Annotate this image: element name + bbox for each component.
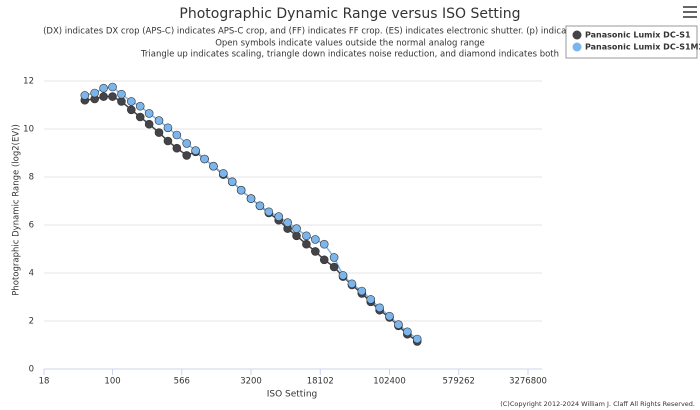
- credit: (C)Copyright 2012-2024 William J. Claff …: [500, 400, 695, 408]
- data-point: [117, 89, 126, 99]
- data-point: [403, 327, 412, 337]
- chart-title: Photographic Dynamic Range versus ISO Se…: [179, 6, 520, 22]
- legend-label: Panasonic Lumix DC-S1M2: [585, 43, 700, 52]
- menu-bar[interactable]: [683, 6, 697, 8]
- data-point: [108, 92, 117, 101]
- data-point: [394, 320, 403, 329]
- y-tick-label: 10: [23, 125, 34, 135]
- data-point: [347, 279, 357, 289]
- legend-box: [565, 25, 698, 59]
- data-point: [329, 262, 339, 272]
- data-point: [144, 119, 154, 129]
- data-point: [127, 105, 136, 115]
- x-tick-label: 100: [104, 377, 120, 387]
- data-point: [236, 185, 246, 195]
- y-tick-label: 0: [29, 365, 34, 375]
- data-point: [412, 334, 422, 344]
- data-point: [80, 91, 90, 100]
- data-point: [311, 247, 320, 256]
- legend-label: Panasonic Lumix DC-S1: [585, 31, 691, 40]
- data-point: [255, 201, 265, 211]
- subtitle: (DX) indicates DX crop (APS-C) indicates…: [43, 27, 597, 37]
- data-point: [172, 143, 182, 153]
- x-tick-label: 18: [39, 377, 50, 387]
- y-tick-label: 4: [29, 269, 34, 279]
- data-point: [302, 239, 311, 249]
- data-point: [127, 97, 136, 106]
- data-point: [357, 286, 367, 296]
- data-point: [227, 177, 237, 187]
- data-point: [274, 212, 284, 221]
- data-point: [163, 123, 173, 133]
- data-point: [191, 146, 200, 155]
- data-point: [99, 83, 108, 93]
- data-point: [311, 235, 320, 244]
- data-point: [302, 231, 311, 241]
- menu-button[interactable]: [683, 6, 697, 18]
- data-point: [135, 112, 145, 122]
- x-tick-label: 3200: [240, 377, 262, 387]
- x-tick-label: 3276800: [509, 377, 547, 387]
- data-point: [209, 161, 218, 171]
- menu-bar[interactable]: [683, 16, 697, 18]
- x-tick-label: 566: [174, 377, 190, 387]
- data-point: [154, 116, 164, 125]
- data-point: [99, 92, 108, 101]
- x-axis-label: ISO Setting: [267, 390, 318, 400]
- menu-bar[interactable]: [683, 11, 697, 13]
- data-point: [182, 139, 192, 148]
- data-point: [375, 303, 384, 313]
- data-point: [246, 194, 256, 203]
- data-point: [144, 109, 154, 118]
- data-point: [117, 97, 126, 106]
- data-point: [283, 218, 292, 227]
- y-tick-label: 12: [23, 77, 34, 87]
- data-point: [319, 239, 329, 249]
- data-point: [366, 295, 376, 304]
- data-point: [200, 154, 209, 164]
- data-point: [292, 231, 301, 241]
- data-point: [90, 88, 99, 98]
- subtitle: Open symbols indicate values outside the…: [215, 39, 485, 49]
- data-point: [264, 207, 274, 217]
- data-point: [182, 151, 192, 160]
- data-point: [108, 82, 117, 92]
- data-point: [385, 311, 394, 321]
- data-point: [338, 271, 348, 280]
- data-point: [163, 136, 173, 146]
- data-point: [219, 169, 228, 178]
- y-tick-label: 2: [29, 317, 34, 327]
- x-tick-label: 102400: [373, 377, 405, 387]
- data-point: [172, 130, 182, 140]
- data-point: [135, 101, 145, 111]
- y-axis-label: Photographic Dynamic Range (log2(EV)): [12, 124, 22, 296]
- y-tick-label: 8: [29, 173, 34, 183]
- data-point: [292, 224, 301, 233]
- x-tick-label: 18102: [307, 377, 334, 387]
- data-point: [329, 253, 339, 262]
- legend-marker: [572, 30, 582, 40]
- data-point: [319, 255, 329, 265]
- legend-marker: [572, 42, 582, 52]
- subtitle: Triangle up indicates scaling, triangle …: [140, 50, 559, 60]
- x-tick-label: 579262: [443, 377, 475, 387]
- data-point: [154, 128, 164, 137]
- y-tick-label: 6: [29, 221, 34, 231]
